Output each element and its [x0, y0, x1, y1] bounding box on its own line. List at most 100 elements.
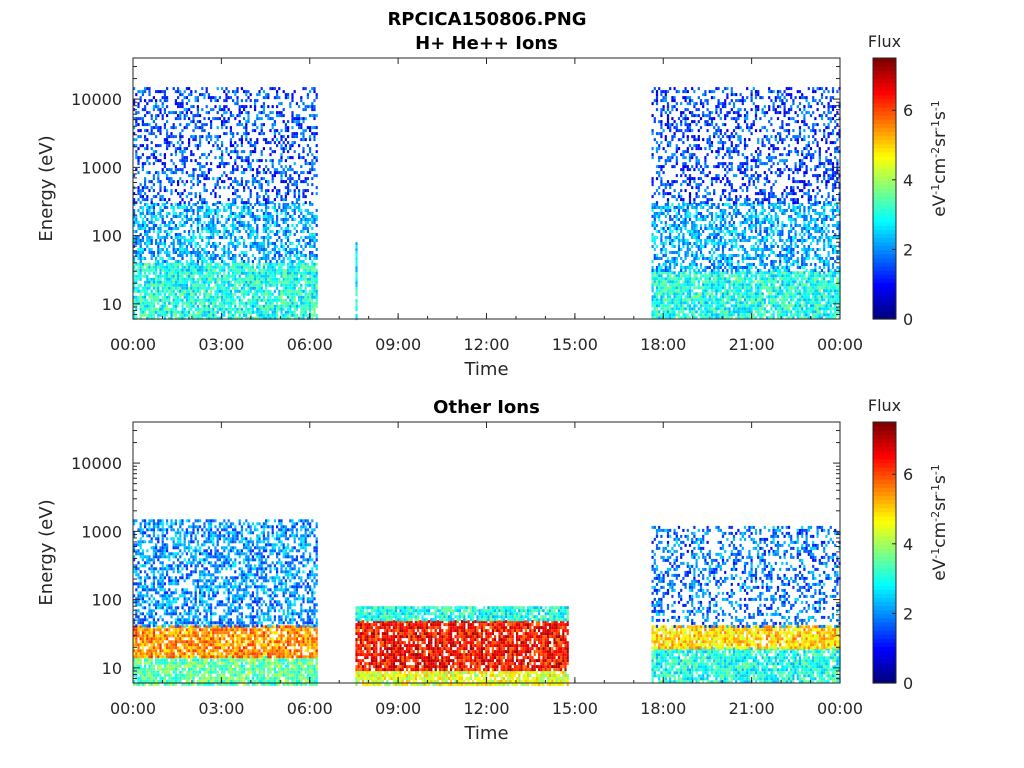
heatmap-cell — [170, 221, 173, 224]
heatmap-cell — [666, 316, 670, 320]
heatmap-cell — [699, 254, 703, 257]
heatmap-cell — [265, 248, 268, 251]
heatmap-cell — [212, 224, 215, 227]
heatmap-cell — [238, 195, 241, 199]
heatmap-cell — [225, 174, 228, 178]
heatmap-cell — [293, 254, 296, 257]
heatmap-cell — [135, 215, 138, 218]
heatmap-cell — [735, 301, 738, 305]
heatmap-cell — [302, 156, 305, 160]
heatmap-cell — [300, 295, 303, 299]
heatmap-cell — [269, 251, 272, 254]
heatmap-cell — [216, 233, 219, 236]
heatmap-cell — [311, 162, 314, 166]
heatmap-cell — [170, 274, 173, 278]
heatmap-cell — [199, 245, 202, 248]
heatmap-cell — [258, 274, 261, 278]
heatmap-cell — [669, 215, 672, 218]
heatmap-cell — [785, 310, 788, 314]
heatmap-cell — [155, 224, 158, 227]
heatmap-cell — [245, 123, 248, 127]
heatmap-cell — [181, 206, 184, 209]
heatmap-cell — [183, 209, 186, 212]
heatmap-cell — [269, 292, 272, 296]
heatmap-cell — [141, 313, 144, 317]
heatmap-cell — [355, 278, 358, 282]
heatmap-cell — [309, 251, 312, 254]
heatmap-cell — [203, 183, 206, 187]
heatmap-cell — [254, 257, 257, 260]
heatmap-cell — [262, 198, 265, 202]
heatmap-cell — [168, 280, 171, 284]
heatmap-cell — [794, 304, 797, 308]
heatmap-cell — [181, 277, 184, 281]
heatmap-cell — [829, 283, 832, 287]
heatmap-cell — [225, 227, 228, 230]
heatmap-cell — [234, 280, 237, 284]
heatmap-cell — [298, 295, 301, 299]
heatmap-cell — [743, 277, 747, 281]
heatmap-cell — [721, 295, 725, 299]
heatmap-cell — [199, 286, 202, 290]
heatmap-cell — [737, 283, 740, 287]
heatmap-cell — [133, 310, 136, 314]
heatmap-cell — [721, 313, 725, 317]
heatmap-cell — [188, 209, 191, 212]
heatmap-cell — [166, 236, 169, 239]
heatmap-cell — [673, 283, 676, 287]
heatmap-cell — [669, 239, 672, 242]
heatmap-cell — [174, 265, 177, 269]
heatmap-cell — [284, 203, 287, 206]
heatmap-cell — [212, 117, 215, 121]
heatmap-cell — [774, 307, 777, 311]
heatmap-cell — [831, 289, 835, 293]
heatmap-cell — [818, 280, 821, 284]
heatmap-cell — [135, 274, 138, 278]
heatmap-cell — [315, 283, 318, 287]
heatmap-cell — [708, 274, 711, 278]
heatmap-cell — [280, 316, 283, 320]
heatmap-cell — [776, 280, 780, 284]
heatmap-cell — [240, 99, 243, 103]
heatmap-cell — [148, 132, 151, 136]
heatmap-cell — [315, 254, 318, 257]
heatmap-cell — [148, 93, 151, 97]
heatmap-cell — [772, 271, 775, 275]
heatmap-cell — [697, 218, 700, 221]
heatmap-cell — [155, 307, 158, 311]
heatmap-cell — [730, 313, 733, 317]
heatmap-cell — [254, 221, 257, 224]
heatmap-cell — [139, 135, 142, 139]
heatmap-cell — [245, 135, 248, 139]
heatmap-cell — [179, 239, 182, 242]
heatmap-cell — [759, 313, 762, 317]
heatmap-cell — [183, 162, 186, 166]
heatmap-cell — [265, 292, 268, 296]
heatmap-cell — [212, 295, 215, 299]
heatmap-cell — [262, 108, 265, 112]
heatmap-cell — [761, 283, 764, 287]
heatmap-cell — [699, 310, 703, 314]
heatmap-cell — [163, 298, 166, 302]
heatmap-cell — [218, 304, 221, 308]
heatmap-cell — [229, 304, 232, 308]
heatmap-cell — [177, 262, 180, 266]
heatmap-cell — [258, 245, 261, 248]
heatmap-cell — [161, 301, 164, 305]
heatmap-cell — [245, 289, 248, 293]
heatmap-cell — [688, 283, 692, 287]
heatmap-cell — [295, 301, 298, 305]
heatmap-cell — [141, 120, 144, 124]
heatmap-cell — [148, 209, 151, 212]
heatmap-cell — [783, 271, 786, 275]
heatmap-cell — [214, 203, 217, 206]
heatmap-cell — [172, 277, 175, 281]
heatmap-cell — [741, 295, 744, 299]
heatmap-cell — [223, 233, 226, 236]
heatmap-cell — [783, 307, 786, 311]
heatmap-cell — [227, 295, 230, 299]
heatmap-cell — [254, 304, 257, 308]
heatmap-cell — [706, 266, 709, 269]
heatmap-cell — [144, 274, 147, 278]
heatmap-cell — [229, 242, 232, 245]
